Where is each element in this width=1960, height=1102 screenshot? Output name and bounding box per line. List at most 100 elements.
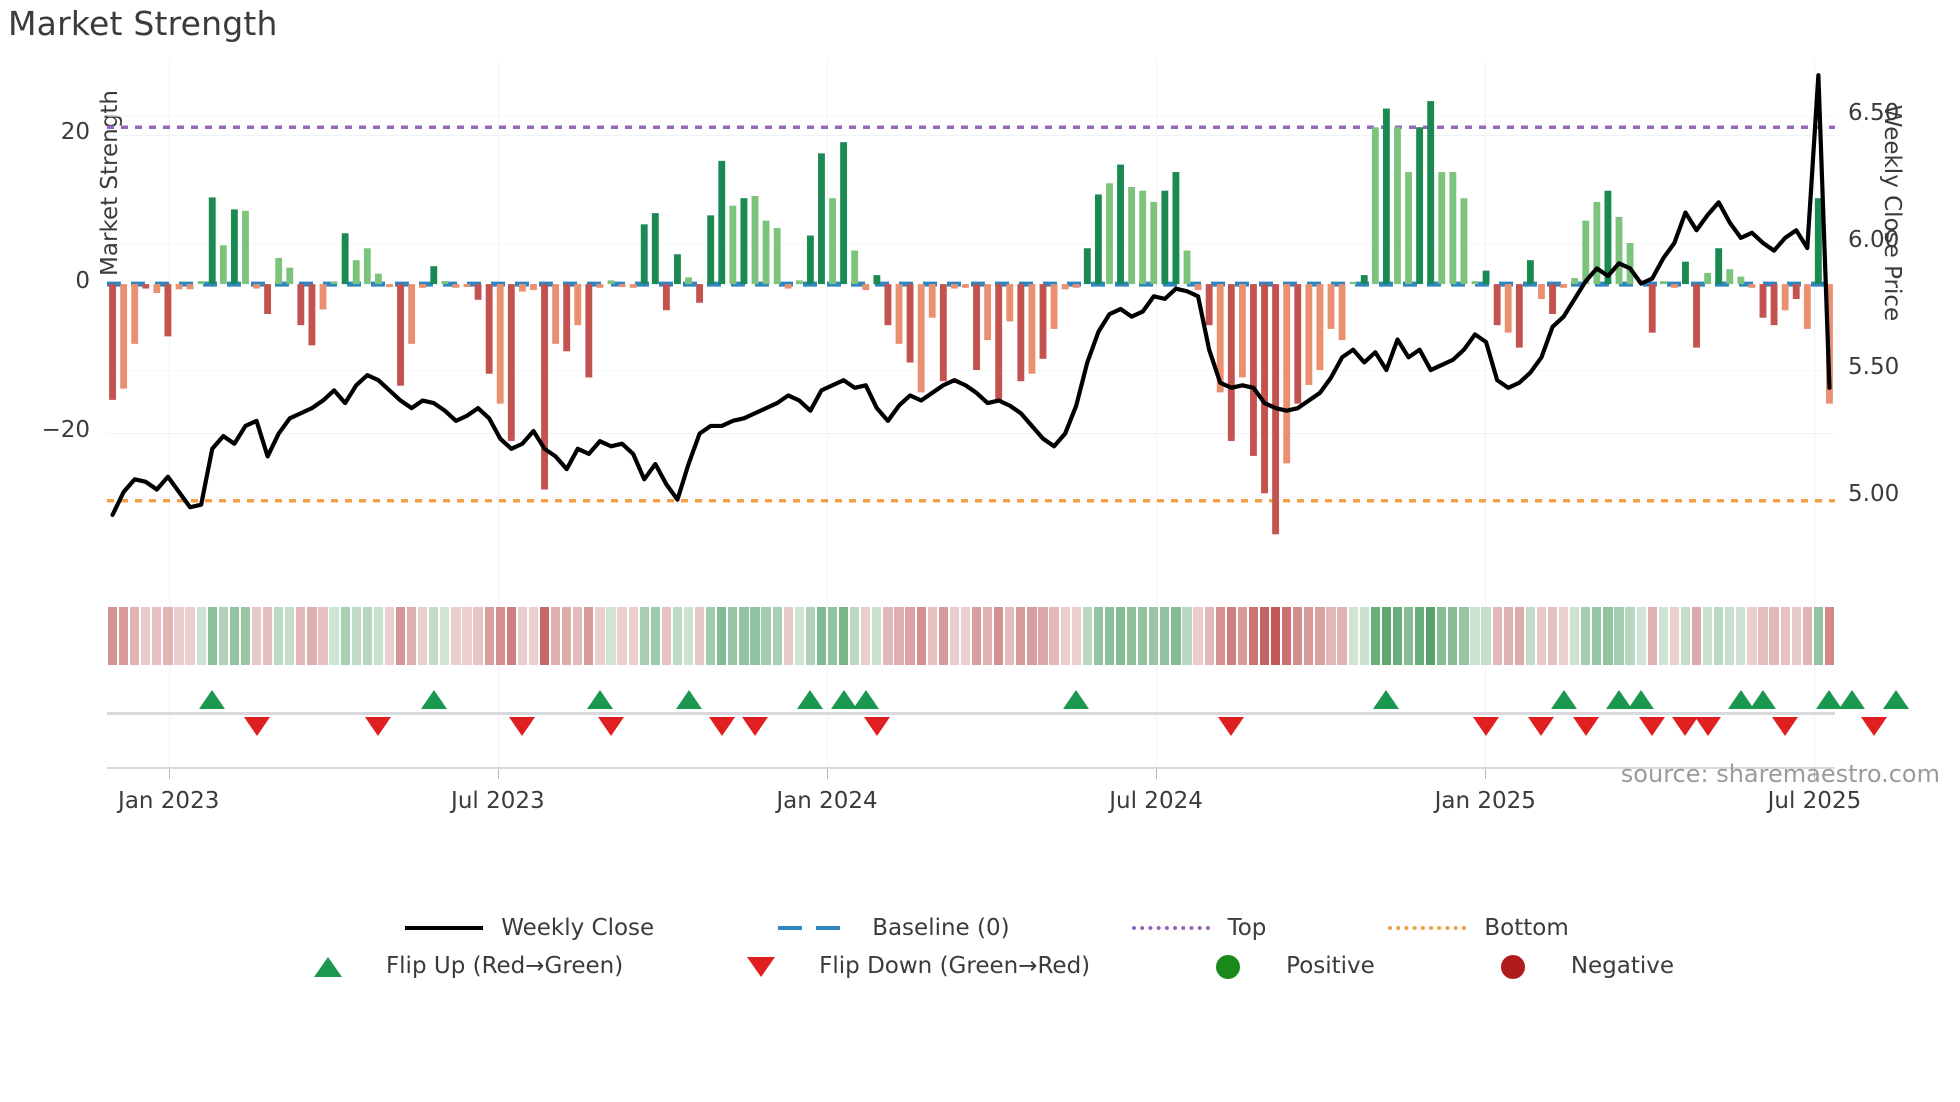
heatmap-cell <box>1570 607 1580 665</box>
bar <box>1050 284 1058 329</box>
heatmap-cell <box>373 607 384 665</box>
x-gridline <box>1156 60 1158 767</box>
legend-label: Flip Up (Red→Green) <box>385 953 624 979</box>
heatmap-cell <box>562 607 572 665</box>
flip-down-marker <box>243 717 270 736</box>
bar <box>308 284 316 346</box>
heatmap-cell <box>661 607 672 665</box>
heatmap-cell <box>1824 607 1835 665</box>
heatmap-cell <box>606 607 616 665</box>
bar <box>1670 284 1678 288</box>
bar <box>740 198 748 285</box>
bar <box>175 284 183 290</box>
legend-row-1: Weekly Close Baseline (0) Top Bottom <box>0 915 1960 941</box>
flip-down-marker <box>708 717 735 736</box>
bar <box>1593 201 1601 285</box>
gridline-right <box>107 370 1835 372</box>
bar <box>463 284 471 288</box>
heatmap-cell <box>1802 607 1812 665</box>
bar <box>131 284 139 344</box>
heatmap-cell <box>916 607 926 665</box>
bar <box>1571 278 1579 285</box>
bar <box>773 228 781 285</box>
bar <box>1316 284 1324 370</box>
bar <box>1227 284 1235 441</box>
legend-item-flip-up[interactable]: Flip Up (Red→Green) <box>286 953 623 979</box>
heatmap-cell <box>1558 607 1569 665</box>
legend-item-flip-down[interactable]: Flip Down (Green→Red) <box>719 953 1090 979</box>
bar <box>1382 108 1390 285</box>
legend-item-bottom[interactable]: Bottom <box>1384 915 1569 941</box>
bar <box>496 284 504 404</box>
heatmap-cell <box>285 607 295 665</box>
flip-up-marker <box>1727 690 1754 709</box>
flip-up-marker <box>1750 690 1776 709</box>
bar <box>829 198 836 285</box>
bar <box>1094 194 1102 285</box>
gridline <box>107 134 1835 136</box>
x-gridline <box>1485 60 1487 767</box>
legend-label: Negative <box>1570 953 1675 979</box>
x-gridline <box>1814 60 1816 767</box>
bar <box>1139 190 1147 285</box>
bar <box>352 260 360 285</box>
bar <box>419 284 427 288</box>
heatmap-cell <box>262 607 273 665</box>
bar <box>230 209 238 285</box>
bar <box>574 284 582 326</box>
x-tick-mark <box>1485 767 1487 779</box>
bar <box>1704 272 1712 285</box>
heatmap-cell <box>174 607 184 665</box>
flip-up-marker <box>1550 690 1577 709</box>
legend-label: Positive <box>1286 953 1375 979</box>
bar <box>1250 284 1257 456</box>
bar <box>1294 284 1302 404</box>
heatmap-cell <box>861 607 871 665</box>
heatmap-cell <box>1747 607 1757 665</box>
bar <box>1682 261 1689 285</box>
legend-item-baseline[interactable]: Baseline (0) <box>772 915 1010 941</box>
bar <box>1183 250 1191 285</box>
heatmap-cell <box>1093 607 1104 665</box>
bar <box>1781 284 1789 311</box>
weekly-close-line <box>110 73 1832 517</box>
legend-item-top[interactable]: Top <box>1128 915 1266 941</box>
legend-item-weekly-close[interactable]: Weekly Close <box>401 915 654 941</box>
heatmap-cell <box>1027 607 1037 665</box>
bar <box>1028 284 1036 374</box>
bar <box>297 284 305 326</box>
heatmap-cell <box>1315 607 1325 665</box>
heatmap-cell <box>639 607 649 665</box>
legend-item-negative[interactable]: Negative <box>1471 953 1674 979</box>
heatmap-cell <box>1459 607 1469 665</box>
bar <box>950 284 958 289</box>
heatmap-cell <box>805 607 816 665</box>
flip-down-marker <box>1218 717 1245 736</box>
heatmap-cell <box>1780 607 1790 665</box>
bar <box>840 142 848 285</box>
y-tick-left: −20 <box>41 417 90 444</box>
heatmap-cell <box>1625 607 1635 665</box>
heatmap-cell <box>894 607 904 665</box>
bar <box>109 284 116 400</box>
heatmap-cell <box>1226 607 1236 665</box>
heatmap-cell <box>1791 607 1801 665</box>
heatmap-cell <box>960 607 971 665</box>
bar <box>1737 276 1745 285</box>
heatmap-cell <box>1492 607 1502 665</box>
flip-up-marker <box>852 690 879 709</box>
bar <box>984 284 992 341</box>
bar <box>862 284 870 291</box>
heatmap-cell <box>1138 607 1148 665</box>
heatmap-cell <box>318 607 328 665</box>
legend-item-positive[interactable]: Positive <box>1186 953 1375 979</box>
flip-up-marker <box>199 690 226 709</box>
bar <box>607 280 615 285</box>
bar <box>1039 284 1047 359</box>
bar <box>1803 284 1811 329</box>
bar <box>751 195 759 285</box>
heatmap-cell <box>1691 607 1702 665</box>
bar <box>1106 183 1113 285</box>
heatmap-cell <box>1370 607 1380 665</box>
heatmap-cell <box>207 607 217 665</box>
